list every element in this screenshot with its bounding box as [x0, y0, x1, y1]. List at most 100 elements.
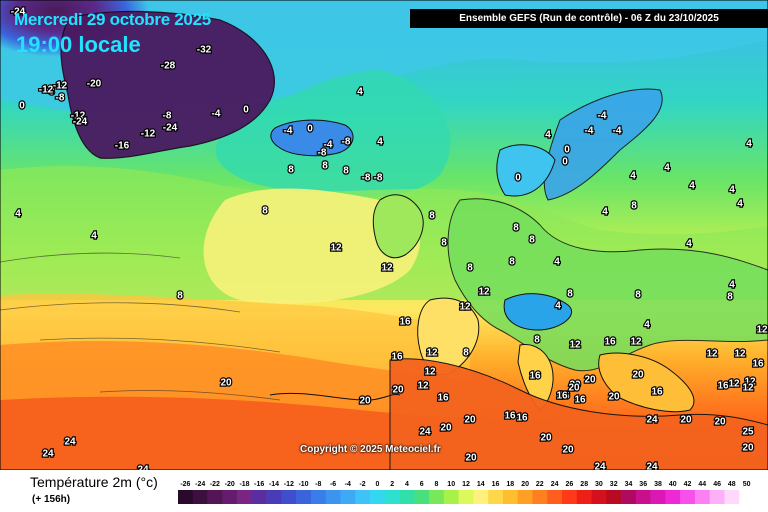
scale-tick-label: -2	[359, 481, 365, 488]
scale-tick-label: 20	[521, 481, 529, 488]
scale-color-cell	[458, 490, 474, 504]
scale-tick-label: 22	[536, 481, 544, 488]
isotherm-label: 4	[15, 209, 21, 220]
isotherm-label: 8	[727, 292, 733, 303]
isotherm-label: 8	[635, 290, 641, 301]
scale-tick-label: 32	[610, 481, 618, 488]
isotherm-label: 16	[516, 413, 528, 424]
isotherm-label: 16	[529, 371, 541, 382]
isotherm-label: 8	[513, 223, 519, 234]
scale-color-cell	[296, 490, 312, 504]
isotherm-label: -8	[46, 87, 55, 98]
isotherm-label: 4	[555, 301, 561, 312]
scale-color-cell	[384, 490, 400, 504]
scale-color-cell	[665, 490, 681, 504]
scale-color-cell	[310, 490, 326, 504]
isotherm-label: 4	[689, 181, 695, 192]
scale-color-cell	[355, 490, 371, 504]
scale-tick-label: 30	[595, 481, 603, 488]
scale-tick-label: 38	[654, 481, 662, 488]
isotherm-label: -4	[598, 111, 607, 122]
isotherm-label: -4	[284, 126, 293, 137]
scale-tick-label: 28	[580, 481, 588, 488]
scale-color-cell	[562, 490, 578, 504]
scale-tick-label: -16	[254, 481, 264, 488]
scale-tick-label: 46	[713, 481, 721, 488]
isotherm-label: 20	[392, 385, 404, 396]
isotherm-label: -12	[39, 85, 54, 96]
isotherm-label: 20	[465, 453, 477, 464]
isotherm-label: 0	[562, 157, 568, 168]
temperature-color-scale: -26 -24 -22 -20 -18 -16 -14 -12 -10 -8 -6 -4 -2 0 2 4 6 8…	[178, 481, 754, 504]
scale-tick-label: -4	[345, 481, 351, 488]
scale-tick-label: -26	[180, 481, 190, 488]
scale-tick-label: -22	[210, 481, 220, 488]
isotherm-label: 4	[545, 130, 551, 141]
scale-color-cell	[325, 490, 341, 504]
isotherm-label: -12	[53, 81, 68, 92]
scale-tick-label: -12	[284, 481, 294, 488]
isotherm-label: 16	[399, 317, 411, 328]
isotherm-label: 16	[752, 359, 764, 370]
scale-color-cell	[576, 490, 592, 504]
isotherm-label: 12	[478, 287, 490, 298]
isotherm-label: 24	[646, 462, 658, 470]
isotherm-label: 4	[377, 137, 383, 148]
scale-tick-label: 48	[728, 481, 736, 488]
isotherm-label: 16	[504, 411, 516, 422]
scale-color-cell	[266, 490, 282, 504]
isotherm-label: 24	[594, 462, 606, 470]
isotherm-label: 24	[64, 437, 76, 448]
isotherm-label: 12	[744, 377, 756, 388]
isotherm-label: 12	[424, 367, 436, 378]
isotherm-label: 8	[441, 238, 447, 249]
scale-color-cell	[251, 490, 267, 504]
isotherm-label: -8	[374, 173, 383, 184]
isotherm-label: -4	[324, 140, 333, 151]
scale-color-cell	[178, 490, 194, 504]
isotherm-label: 0	[564, 145, 570, 156]
isotherm-label: 4	[664, 163, 670, 174]
isotherm-label: 8	[529, 235, 535, 246]
scale-tick-label: -18	[239, 481, 249, 488]
isotherm-label: 8	[567, 289, 573, 300]
lead-time: (+ 156h)	[32, 494, 71, 505]
isotherm-label: 20	[569, 380, 581, 391]
isotherm-label: -8	[163, 111, 172, 122]
scale-color-cell	[739, 490, 754, 504]
isotherm-label: 8	[322, 161, 328, 172]
scale-color-cell	[591, 490, 607, 504]
forecast-local-time: 19:00 locale	[16, 32, 141, 57]
scale-color-cell	[650, 490, 666, 504]
isotherm-label: 12	[756, 325, 768, 336]
isotherm-labels: -24-32-28-20-12-8-80-12-12-24-16-12-24-8…	[10, 5, 768, 470]
isotherm-label: -24	[11, 7, 26, 18]
scale-color-cell	[502, 490, 518, 504]
scale-tick-label: -20	[225, 481, 235, 488]
isotherm-label: 24	[42, 449, 54, 460]
scale-tick-label: 40	[669, 481, 677, 488]
scale-color-cell	[532, 490, 548, 504]
isotherm-label: -24	[73, 117, 88, 128]
isotherm-label: 4	[737, 199, 743, 210]
scale-color-cell	[488, 490, 504, 504]
scale-color-cell	[222, 490, 238, 504]
isotherm-label: 12	[426, 348, 438, 359]
isotherm-label: 20	[584, 375, 596, 386]
scale-tick-label: -24	[195, 481, 205, 488]
isotherm-label: 16	[558, 391, 570, 402]
isotherm-label: -4	[585, 126, 594, 137]
isotherm-label: 20	[359, 396, 371, 407]
isotherm-label: 24	[646, 415, 658, 426]
scale-tick-label: -14	[269, 481, 279, 488]
scale-tick-label: 14	[477, 481, 485, 488]
isotherm-label: 20	[632, 370, 644, 381]
scale-color-cell	[399, 490, 415, 504]
isotherm-label: 20	[464, 415, 476, 426]
isotherm-label: 20	[440, 423, 452, 434]
isotherm-label: 12	[706, 349, 718, 360]
isotherm-label: -4	[613, 126, 622, 137]
scale-tick-label: 8	[435, 481, 439, 488]
scale-tick-label: -6	[330, 481, 336, 488]
isotherm-label: 8	[631, 201, 637, 212]
